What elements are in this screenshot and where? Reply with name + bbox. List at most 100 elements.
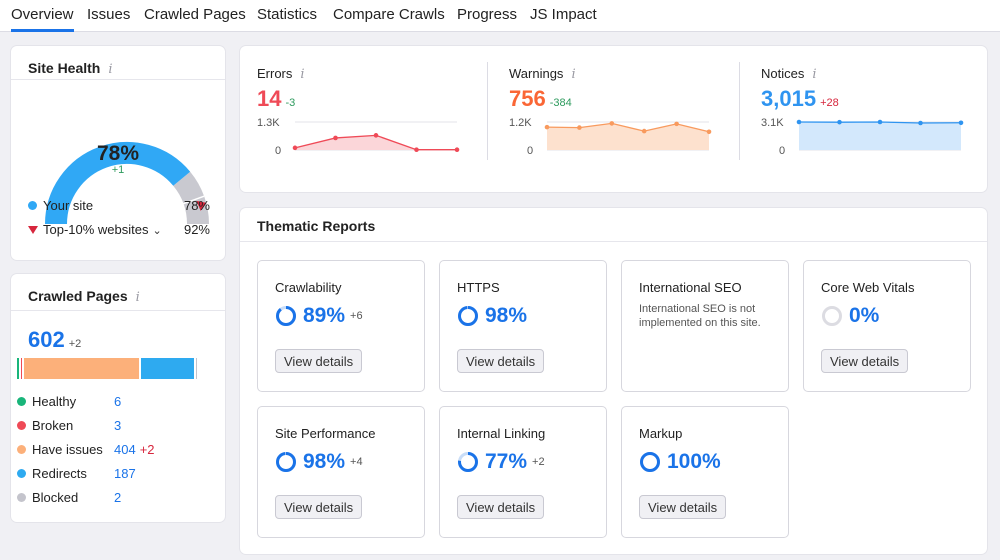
metric-value[interactable]: 14 -3 xyxy=(257,86,296,111)
trend-area xyxy=(799,122,961,150)
metric-label: Errors xyxy=(257,66,293,81)
crawled-pages-total[interactable]: 602 +2 xyxy=(28,327,82,352)
trend-point xyxy=(609,121,615,126)
triangle-marker-icon xyxy=(28,226,38,234)
thematic-card-https[interactable]: HTTPS 98% View details xyxy=(439,260,607,392)
bar-segment-redirects[interactable] xyxy=(140,358,196,379)
top-10-marker-icon xyxy=(196,200,207,211)
metrics-card: Errors i 14 -3 1.3K 0 Warnings i 756 -384 1.2… xyxy=(240,46,987,192)
thematic-card-score: 100% xyxy=(639,449,721,475)
crawled-row-healthy[interactable]: Healthy 6 xyxy=(17,394,217,409)
y-tick-label: 3.1K xyxy=(761,117,784,129)
broken-dot-icon xyxy=(17,421,26,430)
site-health-card: Site Health i 78% +1 Your site 78% Top-10… xyxy=(11,46,225,260)
trend-point xyxy=(292,145,298,151)
thematic-card-percent[interactable]: 100% xyxy=(667,450,721,473)
bar-segment-broken[interactable] xyxy=(20,358,25,379)
crawled-row-have-issues[interactable]: Have issues 404 +2 xyxy=(17,442,217,457)
thematic-card-internal-linking[interactable]: Internal Linking 77% +2 View details xyxy=(439,406,607,538)
crawled-pages-title: Crawled Pages i xyxy=(28,288,140,305)
trend-point xyxy=(877,119,883,125)
bar-segment-blocked[interactable] xyxy=(195,358,199,379)
thematic-card-score: 77% +2 xyxy=(457,449,545,475)
tab-progress[interactable]: Progress xyxy=(457,6,518,23)
trend-point xyxy=(837,119,842,125)
thematic-reports-title: Thematic Reports xyxy=(257,218,376,234)
chevron-down-icon[interactable]: ⌄ xyxy=(152,225,162,237)
view-details-button[interactable]: View details xyxy=(275,349,363,373)
metric-errors[interactable]: Errors i 14 -3 1.3K 0 xyxy=(257,62,467,172)
metric-warnings[interactable]: Warnings i 756 -384 1.2K 0 xyxy=(509,62,719,172)
legend-value: 92% xyxy=(183,222,210,237)
trend-point xyxy=(674,121,679,127)
info-icon[interactable]: i xyxy=(135,290,140,305)
errors-trend-chart: 1.3K 0 xyxy=(257,117,460,157)
tab-compare-crawls[interactable]: Compare Crawls xyxy=(333,6,445,23)
ring-fill xyxy=(640,452,660,472)
trend-point xyxy=(796,119,802,125)
gauge-separator xyxy=(183,195,205,205)
legend-top-10[interactable]: Top-10% websites ⌄ 92% xyxy=(28,222,210,237)
blocked-dot-icon xyxy=(17,493,26,502)
trend-point xyxy=(373,133,379,138)
tab-crawled-pages[interactable]: Crawled Pages xyxy=(144,6,246,23)
metric-notices[interactable]: Notices i 3,015 +28 3.1K 0 xyxy=(761,62,971,172)
info-icon[interactable]: i xyxy=(812,67,817,82)
metric-value[interactable]: 3,015 +28 xyxy=(761,86,839,111)
view-details-button[interactable]: View details xyxy=(275,495,363,519)
thematic-card-percent[interactable]: 77% xyxy=(485,450,528,473)
view-details-button[interactable]: View details xyxy=(821,349,909,373)
trend-area xyxy=(547,123,709,150)
thematic-card-percent[interactable]: 98% xyxy=(303,450,346,473)
view-details-button[interactable]: View details xyxy=(639,495,727,519)
view-details-button[interactable]: View details xyxy=(457,495,545,519)
tab-statistics[interactable]: Statistics xyxy=(257,6,318,23)
thematic-card-international-seo[interactable]: International SEO International SEO is no… xyxy=(621,260,789,392)
y-tick-label: 1.3K xyxy=(257,117,280,129)
trend-point xyxy=(414,147,419,152)
crawled-row-broken[interactable]: Broken 3 xyxy=(17,418,217,433)
tab-overview[interactable]: Overview xyxy=(11,6,74,32)
y-tick-label: 1.2K xyxy=(509,117,532,129)
tab-issues[interactable]: Issues xyxy=(87,6,131,23)
info-icon[interactable]: i xyxy=(571,67,576,82)
bar-segment-healthy[interactable] xyxy=(17,358,21,379)
thematic-card-score: 98% xyxy=(457,303,527,329)
legend-value: 78% xyxy=(183,198,210,213)
progress-ring-icon xyxy=(458,306,478,326)
divider xyxy=(11,79,225,80)
progress-ring-icon xyxy=(822,306,842,326)
thematic-card-delta: +2 xyxy=(532,456,545,468)
metric-delta: -384 xyxy=(549,97,572,109)
site-health-value: 78% xyxy=(96,142,140,165)
thematic-card-note: International SEO is not implemented on … xyxy=(639,303,761,329)
thematic-card-title: International SEO xyxy=(639,280,742,295)
thematic-card-percent[interactable]: 0% xyxy=(849,304,880,327)
thematic-card-core-web-vitals[interactable]: Core Web Vitals 0% View details xyxy=(803,260,971,392)
thematic-card-title: Markup xyxy=(639,426,683,441)
thematic-card-title: Core Web Vitals xyxy=(821,280,915,295)
separator xyxy=(487,62,488,160)
crawled-pages-delta: +2 xyxy=(68,338,82,350)
metric-delta: -3 xyxy=(285,97,296,109)
metric-value[interactable]: 756 -384 xyxy=(509,86,572,111)
view-details-button[interactable]: View details xyxy=(457,349,545,373)
crawled-row-redirects[interactable]: Redirects 187 xyxy=(17,466,217,481)
thematic-card-title: Crawlability xyxy=(275,280,342,295)
thematic-card-markup[interactable]: Markup 100% View details xyxy=(621,406,789,538)
crawled-row-blocked[interactable]: Blocked 2 xyxy=(17,490,217,505)
healthy-dot-icon xyxy=(17,397,26,406)
gauge-fill xyxy=(45,142,191,225)
thematic-card-percent[interactable]: 89% xyxy=(303,304,346,327)
redirects-dot-icon xyxy=(17,469,26,478)
trend-point xyxy=(544,124,550,130)
thematic-card-crawlability[interactable]: Crawlability 89% +6 View details xyxy=(257,260,425,392)
legend-label: Top-10% websites xyxy=(43,222,149,237)
info-icon[interactable]: i xyxy=(108,62,113,77)
bar-segment-have-issues[interactable] xyxy=(24,358,141,379)
tab-js-impact[interactable]: JS Impact xyxy=(530,6,597,23)
info-icon[interactable]: i xyxy=(300,67,305,82)
thematic-card-site-performance[interactable]: Site Performance 98% +4 View details xyxy=(257,406,425,538)
thematic-card-percent[interactable]: 98% xyxy=(485,304,528,327)
divider xyxy=(240,241,987,242)
